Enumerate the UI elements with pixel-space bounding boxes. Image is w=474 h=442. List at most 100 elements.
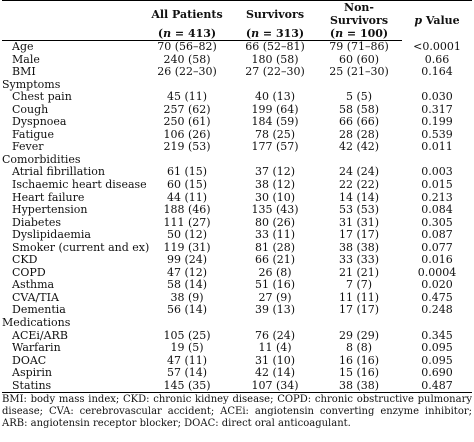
- row-label: Hypertension: [12, 203, 88, 217]
- p-value-cell: 0.030: [421, 90, 453, 104]
- section-header-row: Comorbidities: [2, 152, 472, 167]
- header-p-rest: Value: [422, 14, 460, 28]
- non-survivors-cell: 33 (33): [338, 253, 380, 267]
- non-survivors-cell: 16 (16): [338, 353, 380, 367]
- survivors-cell: 42 (14): [254, 366, 296, 380]
- row-label: Fatigue: [12, 127, 55, 141]
- table-header: All Patients Survivors Non-Survivors p V…: [2, 0, 472, 41]
- survivors-cell: 30 (10): [254, 190, 296, 204]
- section-label: Medications: [2, 316, 71, 330]
- all-patients-cell: 47 (11): [166, 353, 208, 367]
- table-row: Diabetes 111 (27) 80 (26) 31 (31) 0.305: [2, 215, 472, 230]
- all-patients-cell: 47 (12): [166, 265, 208, 279]
- p-value-cell: 0.690: [421, 366, 453, 380]
- survivors-cell: 40 (13): [254, 90, 296, 104]
- header-non-survivors: Non-Survivors: [316, 0, 402, 27]
- survivors-cell: 66 (52–81): [245, 40, 305, 53]
- table-row: BMI 26 (22–30) 27 (22–30) 25 (21–30) 0.164: [2, 66, 472, 79]
- all-patients-cell: 145 (35): [140, 379, 234, 394]
- header-non-survivors-n: (n = 100): [316, 27, 402, 41]
- survivors-cell: 26 (8): [258, 265, 292, 279]
- non-survivors-cell: 17 (17): [338, 228, 380, 242]
- header-p-value: p Value: [402, 0, 472, 41]
- table-row: Statins 145 (35) 107 (34) 38 (38) 0.487: [2, 379, 472, 394]
- all-patients-cell: 58 (14): [166, 278, 208, 292]
- header-empty-cell: [2, 0, 140, 27]
- n-count: = 313): [259, 27, 305, 40]
- header-empty-cell-2: [2, 27, 140, 41]
- row-label: Dyspnoea: [12, 115, 67, 129]
- survivors-cell: 177 (57): [251, 140, 299, 154]
- table-row: Dementia 56 (14) 39 (13) 17 (17) 0.248: [2, 304, 472, 317]
- survivors-cell: 76 (24): [254, 328, 296, 342]
- all-patients-cell: 38 (9): [170, 290, 204, 304]
- survivors-cell: 80 (26): [254, 215, 296, 229]
- table-row: Dyslipidaemia 50 (12) 33 (11) 17 (17) 0.087: [2, 229, 472, 242]
- n-count: = 413): [171, 27, 217, 40]
- row-label: Statins: [2, 379, 140, 394]
- section-label: Comorbidities: [2, 152, 81, 166]
- table-row: Smoker (current and ex) 119 (31) 81 (28) 38…: [2, 240, 472, 255]
- table-body: Age 70 (56–82) 66 (52–81) 79 (71–86) <0.0001…: [2, 40, 472, 394]
- survivors-cell: 51 (16): [254, 278, 296, 292]
- p-value-cell: 0.016: [421, 253, 453, 267]
- all-patients-cell: 119 (31): [163, 240, 211, 254]
- section-label: Symptoms: [2, 77, 61, 91]
- all-patients-cell: 56 (14): [166, 303, 208, 317]
- survivors-cell: 78 (25): [254, 127, 296, 141]
- non-survivors-cell: 21 (21): [338, 265, 380, 279]
- non-survivors-cell: 31 (31): [338, 215, 380, 229]
- row-label: Fever: [12, 140, 44, 154]
- p-value-cell: 0.305: [421, 215, 453, 229]
- table-row: Male 240 (58) 180 (58) 60 (60) 0.66: [2, 52, 472, 67]
- section-header-row: Medications: [2, 316, 472, 330]
- all-patients-cell: 50 (12): [166, 228, 208, 242]
- non-survivors-cell: 38 (38): [338, 240, 380, 254]
- all-patients-cell: 57 (14): [166, 366, 208, 380]
- n-count: = 100): [343, 27, 389, 40]
- survivors-cell: 33 (11): [254, 228, 296, 242]
- table-row: Ischaemic heart disease 60 (15) 38 (12) 22 …: [2, 178, 472, 192]
- all-patients-cell: 106 (26): [163, 127, 211, 141]
- p-value-cell: 0.095: [421, 341, 453, 355]
- row-label: Ischaemic heart disease: [12, 178, 147, 192]
- header-row-2: (n = 413) (n = 313) (n = 100): [2, 27, 472, 41]
- table-row: CKD 99 (24) 66 (21) 33 (33) 0.016: [2, 254, 472, 267]
- row-label: CKD: [12, 253, 38, 267]
- non-survivors-cell: 38 (38): [316, 379, 402, 394]
- survivors-cell: 39 (13): [254, 303, 296, 317]
- survivors-cell: 107 (34): [234, 379, 316, 394]
- row-label: DOAC: [12, 353, 47, 367]
- non-survivors-cell: 53 (53): [338, 203, 380, 217]
- row-label: Warfarin: [12, 341, 61, 355]
- table-row: Age 70 (56–82) 66 (52–81) 79 (71–86) <0.0001: [2, 40, 472, 54]
- non-survivors-cell: 60 (60): [338, 52, 380, 66]
- survivors-cell: 81 (28): [254, 240, 296, 254]
- non-survivors-cell: 11 (11): [338, 290, 380, 304]
- non-survivors-cell: 8 (8): [345, 341, 373, 355]
- non-survivors-cell: 17 (17): [338, 303, 380, 317]
- row-label: Dyslipidaemia: [12, 228, 91, 242]
- table-container: All Patients Survivors Non-Survivors p V…: [2, 0, 472, 430]
- p-value-cell: 0.213: [421, 190, 453, 204]
- all-patients-cell: 61 (15): [166, 165, 208, 179]
- table-row: ACEi/ARB 105 (25) 76 (24) 29 (29) 0.345: [2, 328, 472, 343]
- table-row: Atrial fibrillation 61 (15) 37 (12) 24 (24)…: [2, 166, 472, 179]
- p-value-cell: 0.095: [421, 353, 453, 367]
- all-patients-cell: 240 (58): [163, 52, 211, 66]
- paren-open: (: [329, 27, 336, 40]
- p-value-cell: 0.020: [421, 278, 453, 292]
- all-patients-cell: 60 (15): [166, 178, 208, 192]
- survivors-cell: 180 (58): [251, 52, 299, 66]
- header-survivors: Survivors: [234, 0, 316, 27]
- non-survivors-cell: 66 (66): [338, 115, 380, 129]
- all-patients-cell: 45 (11): [166, 90, 208, 104]
- n-italic: n: [251, 27, 260, 40]
- survivors-cell: 27 (9): [258, 290, 292, 304]
- survivors-cell: 31 (10): [254, 353, 296, 367]
- survivors-cell: 37 (12): [254, 165, 296, 179]
- row-label: Atrial fibrillation: [12, 165, 105, 179]
- p-value-cell: 0.66: [424, 52, 450, 66]
- non-survivors-cell: 22 (22): [338, 178, 380, 192]
- p-value-cell: 0.345: [421, 328, 453, 342]
